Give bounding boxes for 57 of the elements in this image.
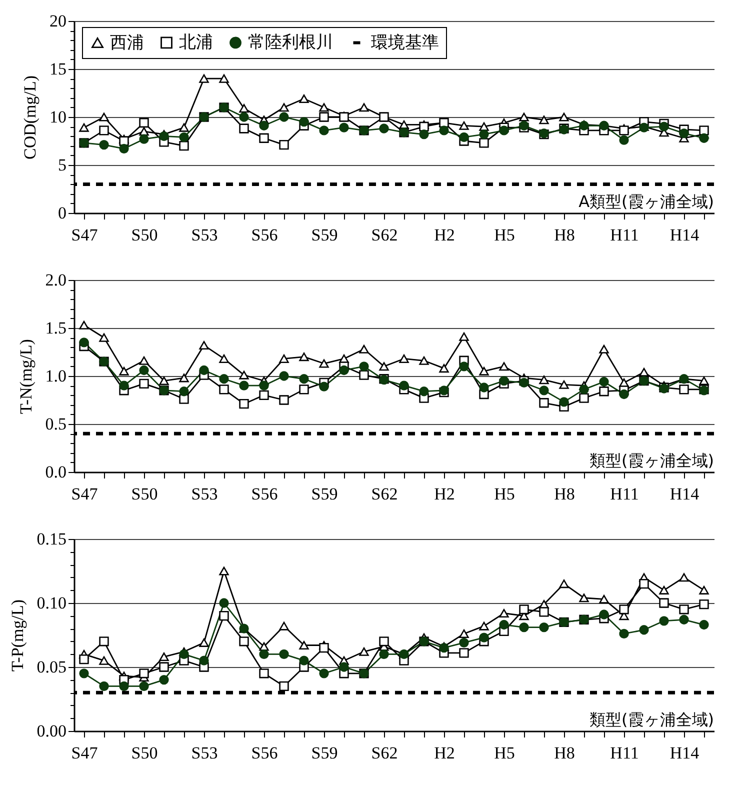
x-tick-label: S59 <box>311 226 338 244</box>
y-tick-label: 1.5 <box>45 318 66 338</box>
x-tick-label: H5 <box>494 744 515 762</box>
x-tick-label: S56 <box>251 484 278 504</box>
x-tick-label: H2 <box>434 484 455 504</box>
x-tick-label: S50 <box>131 484 158 504</box>
x-tick-label: H5 <box>494 484 515 504</box>
x-tick-label: S59 <box>311 744 338 762</box>
x-tick-label: H11 <box>610 226 639 244</box>
x-tick-label: S50 <box>131 226 158 244</box>
x-tick-label: S59 <box>311 484 338 504</box>
x-tick-label: S56 <box>251 744 278 762</box>
x-tick-label: S47 <box>71 484 98 504</box>
x-tick-label: H11 <box>610 484 639 504</box>
y-tick-label: 5 <box>58 156 66 174</box>
x-tick-label: S62 <box>371 484 398 504</box>
x-tick-label: H5 <box>494 226 515 244</box>
y-axis-title: COD(mg/L) <box>20 75 40 160</box>
x-tick-label: H14 <box>670 484 700 504</box>
x-tick-label: S53 <box>191 226 218 244</box>
y-tick-label: 0.15 <box>36 530 66 548</box>
y-tick-label: 10 <box>50 108 66 126</box>
x-tick-label: H8 <box>554 744 575 762</box>
legend-label: 環境基準 <box>371 32 439 53</box>
x-tick-label: H2 <box>434 744 455 762</box>
y-tick-label: 0.10 <box>36 594 66 612</box>
x-tick-label: S62 <box>371 226 398 244</box>
x-tick-label: H8 <box>554 484 575 504</box>
annotation: 類型(霞ヶ浦全域) <box>590 451 714 470</box>
annotation: A類型(霞ヶ浦全域) <box>578 192 714 211</box>
y-axis-title: T-P(mg/L) <box>8 599 27 672</box>
y-tick-label: 0 <box>58 204 66 222</box>
legend-label: 常陸利根川 <box>248 32 333 53</box>
y-tick-label: 20 <box>50 12 66 30</box>
x-tick-label: S62 <box>371 744 398 762</box>
x-tick-label: H14 <box>670 744 700 762</box>
x-tick-label: S53 <box>191 744 218 762</box>
y-tick-label: 2.0 <box>45 270 66 290</box>
y-tick-label: 0.05 <box>36 658 66 676</box>
x-tick-label: H8 <box>554 226 575 244</box>
x-tick-label: H11 <box>610 744 639 762</box>
y-axis-title: T-N(mg/L) <box>16 339 36 414</box>
x-tick-label: H2 <box>434 226 455 244</box>
y-tick-label: 1.0 <box>45 366 66 386</box>
y-tick-label: 0.0 <box>45 462 66 482</box>
x-tick-label: S53 <box>191 484 218 504</box>
y-tick-label: 15 <box>50 60 66 78</box>
x-tick-label: S50 <box>131 744 158 762</box>
annotation: 類型(霞ヶ浦全域) <box>590 710 714 729</box>
x-tick-label: S47 <box>71 744 98 762</box>
legend-label: 北浦 <box>179 32 213 53</box>
x-tick-label: H14 <box>670 226 700 244</box>
y-tick-label: 0.00 <box>36 722 66 740</box>
x-tick-label: S47 <box>71 226 98 244</box>
x-tick-label: S56 <box>251 226 278 244</box>
y-tick-label: 0.5 <box>45 414 66 434</box>
legend-label: 西浦 <box>110 32 144 53</box>
